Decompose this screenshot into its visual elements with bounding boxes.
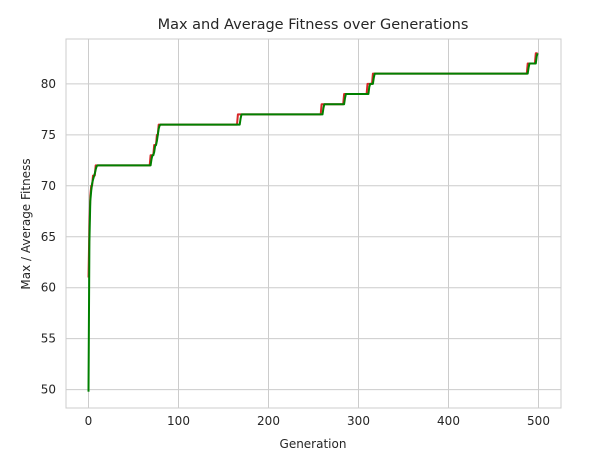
x-tick-label: 300 <box>347 414 370 428</box>
y-axis-label: Max / Average Fitness <box>19 158 33 289</box>
y-tick-label: 75 <box>41 128 56 142</box>
y-tick-label: 70 <box>41 179 56 193</box>
x-gridlines <box>88 39 539 408</box>
series-layer <box>87 52 539 392</box>
y-tick-label: 80 <box>41 77 56 91</box>
y-tick-label: 65 <box>41 230 56 244</box>
y-tick-labels: 50 55 60 65 70 75 80 <box>41 77 56 397</box>
x-tick-label: 400 <box>437 414 460 428</box>
x-tick-label: 0 <box>85 414 93 428</box>
x-tick-label: 100 <box>167 414 190 428</box>
y-tick-label: 60 <box>41 281 56 295</box>
x-tick-labels: 0 100 200 300 400 500 <box>85 414 550 428</box>
x-tick-label: 500 <box>527 414 550 428</box>
x-axis-label: Generation <box>280 437 347 451</box>
x-tick-label: 200 <box>257 414 280 428</box>
plot-frame <box>65 38 562 409</box>
y-tick-label: 50 <box>41 383 56 397</box>
series-line-2 <box>87 52 539 392</box>
chart-title: Max and Average Fitness over Generations <box>158 17 469 33</box>
y-gridlines <box>66 83 561 391</box>
plot-area <box>66 39 561 408</box>
y-tick-label: 55 <box>41 332 56 346</box>
